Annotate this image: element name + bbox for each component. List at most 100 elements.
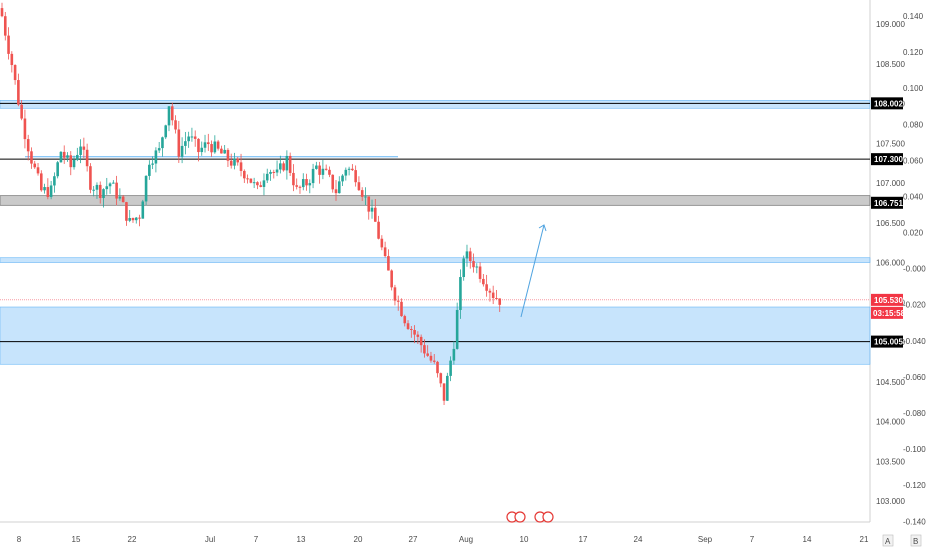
candle-body-123 bbox=[403, 316, 407, 324]
x-tick-label: Aug bbox=[459, 535, 473, 544]
candle-body-32 bbox=[105, 186, 109, 190]
candle-body-76 bbox=[249, 178, 253, 183]
annotation-arrow-line bbox=[520, 224, 545, 318]
candle-body-88 bbox=[288, 155, 292, 173]
x-tick-label: Sep bbox=[698, 535, 713, 544]
candle-body-47 bbox=[154, 150, 158, 164]
candle-body-31 bbox=[102, 189, 105, 199]
candle-body-147 bbox=[482, 278, 485, 285]
candle-body-89 bbox=[292, 172, 295, 186]
auto-scale-label[interactable]: A bbox=[885, 537, 891, 546]
candle-body-40 bbox=[131, 218, 135, 221]
candle-body-26 bbox=[85, 149, 89, 167]
candle-body-5 bbox=[17, 80, 20, 105]
candle-body-58 bbox=[190, 136, 194, 138]
x-tick-label: Jul bbox=[205, 535, 215, 544]
candle-body-79 bbox=[259, 185, 262, 187]
price-tick-label: 104.500 bbox=[876, 378, 905, 387]
price-tick-label: 106.000 bbox=[876, 259, 905, 268]
candle-body-54 bbox=[177, 129, 181, 157]
candle-body-114 bbox=[373, 207, 377, 222]
secondary-tick-label: -0.140 bbox=[903, 517, 926, 526]
candle-body-75 bbox=[246, 178, 249, 180]
price-tick-label: 108.500 bbox=[876, 60, 905, 69]
candle-body-12 bbox=[39, 173, 43, 191]
price-tag-bg-0 bbox=[871, 97, 903, 110]
candle-body-144 bbox=[472, 261, 475, 268]
candle-body-42 bbox=[138, 217, 141, 219]
price-tick-label: 103.000 bbox=[876, 497, 905, 506]
log-scale-button[interactable] bbox=[910, 534, 922, 547]
log-scale-label[interactable]: B bbox=[913, 537, 918, 546]
candle-body-30 bbox=[98, 184, 102, 199]
x-tick-label: 15 bbox=[72, 535, 81, 544]
candle-body-109 bbox=[357, 182, 361, 191]
candle-body-116 bbox=[380, 238, 384, 248]
candle-body-145 bbox=[475, 266, 479, 268]
candle-body-59 bbox=[193, 136, 197, 139]
secondary-tick-label: 0.020 bbox=[903, 229, 924, 238]
candle-body-24 bbox=[79, 146, 82, 155]
candle-body-68 bbox=[223, 149, 226, 154]
x-tick-label: 10 bbox=[520, 535, 529, 544]
candle-body-2 bbox=[7, 35, 10, 54]
candle-body-137 bbox=[449, 360, 452, 376]
price-tag-bg-1 bbox=[871, 153, 903, 166]
candle-body-37 bbox=[121, 196, 125, 203]
event-flag-icon[interactable] bbox=[514, 511, 526, 523]
auto-scale-button[interactable] bbox=[882, 534, 894, 547]
candle-body-10 bbox=[33, 163, 37, 168]
x-tick-label: 22 bbox=[128, 535, 137, 544]
candle-body-20 bbox=[66, 155, 69, 158]
candle-body-121 bbox=[396, 300, 400, 302]
price-tick-label: 106.500 bbox=[876, 219, 905, 228]
x-tick-label: 27 bbox=[409, 535, 418, 544]
candle-body-118 bbox=[387, 256, 390, 271]
candle-body-100 bbox=[328, 169, 331, 175]
candle-body-22 bbox=[72, 159, 76, 168]
candle-body-152 bbox=[498, 298, 502, 305]
candle-body-8 bbox=[26, 139, 30, 152]
x-tick-label: 7 bbox=[254, 535, 259, 544]
candle-body-149 bbox=[488, 290, 492, 293]
candle-body-55 bbox=[180, 145, 184, 157]
zone-2 bbox=[0, 257, 871, 263]
candle-body-127 bbox=[416, 334, 420, 337]
candle-body-151 bbox=[495, 298, 498, 300]
candle-body-17 bbox=[56, 162, 59, 177]
candle-body-101 bbox=[331, 174, 335, 190]
candle-body-43 bbox=[141, 201, 145, 219]
x-tick-label: 24 bbox=[634, 535, 643, 544]
candle-body-146 bbox=[478, 266, 482, 279]
annotation-arrow-head bbox=[538, 224, 547, 232]
x-tick-label: 17 bbox=[579, 535, 588, 544]
countdown-label: 03:15:58 bbox=[873, 309, 906, 318]
candle-body-56 bbox=[184, 141, 187, 146]
candle-body-14 bbox=[46, 187, 50, 197]
candle-body-39 bbox=[128, 218, 132, 221]
zone-3 bbox=[0, 306, 871, 365]
candle-body-49 bbox=[161, 137, 164, 149]
candle-body-18 bbox=[59, 151, 63, 163]
candle-body-74 bbox=[243, 170, 246, 179]
candle-body-142 bbox=[465, 251, 469, 259]
candle-body-124 bbox=[406, 323, 410, 329]
x-tick-label: 20 bbox=[354, 535, 363, 544]
candle-body-128 bbox=[419, 336, 423, 346]
secondary-tick-label: -0.000 bbox=[903, 265, 926, 274]
candle-body-65 bbox=[213, 141, 217, 153]
secondary-tick-label: -0.100 bbox=[903, 445, 926, 454]
secondary-tick-label: 0.060 bbox=[903, 156, 924, 165]
candle-body-94 bbox=[308, 183, 312, 186]
candle-body-44 bbox=[144, 175, 148, 202]
x-tick-label: 8 bbox=[17, 535, 22, 544]
x-tick-label: 21 bbox=[860, 535, 869, 544]
candle-body-141 bbox=[462, 258, 466, 278]
zone-1 bbox=[0, 195, 871, 206]
candle-body-33 bbox=[108, 183, 112, 187]
candle-body-3 bbox=[10, 53, 14, 66]
zone-0 bbox=[0, 100, 871, 109]
candle-body-117 bbox=[383, 247, 387, 257]
event-flag-icon[interactable] bbox=[542, 511, 554, 523]
